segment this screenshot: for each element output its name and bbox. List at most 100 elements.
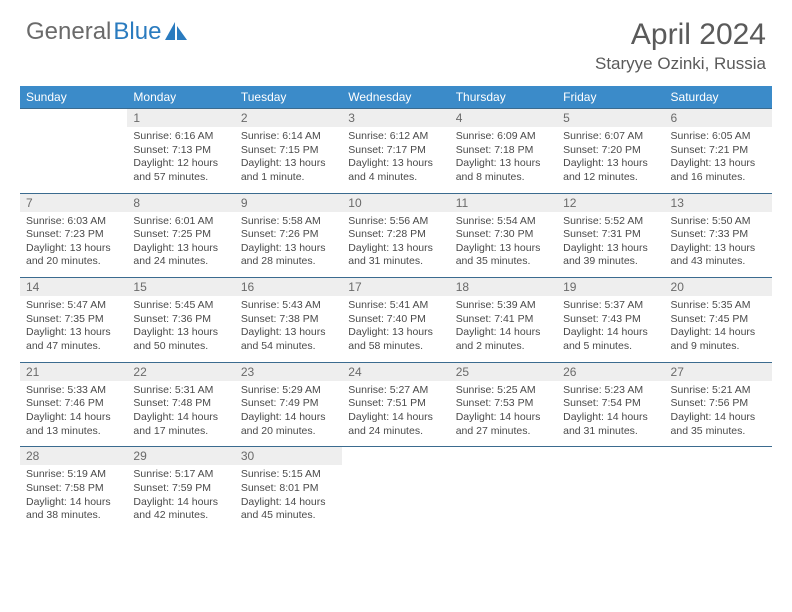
weekday-header: Wednesday <box>342 86 449 109</box>
day-content: Sunrise: 6:09 AMSunset: 7:18 PMDaylight:… <box>450 127 557 193</box>
calendar-day-cell: 15Sunrise: 5:45 AMSunset: 7:36 PMDayligh… <box>127 278 234 363</box>
day-number: 7 <box>20 194 127 212</box>
day-number: 21 <box>20 363 127 381</box>
day-content: Sunrise: 5:43 AMSunset: 7:38 PMDaylight:… <box>235 296 342 362</box>
sunrise-text: Sunrise: 5:27 AM <box>348 384 443 398</box>
calendar-day-cell: 7Sunrise: 6:03 AMSunset: 7:23 PMDaylight… <box>20 193 127 278</box>
day-number: 2 <box>235 109 342 127</box>
day-number <box>450 447 557 465</box>
daylight-text: Daylight: 13 hours and 50 minutes. <box>133 326 228 353</box>
day-number: 22 <box>127 363 234 381</box>
day-number: 14 <box>20 278 127 296</box>
sail-icon <box>165 22 191 42</box>
day-number: 8 <box>127 194 234 212</box>
calendar-day-cell: 25Sunrise: 5:25 AMSunset: 7:53 PMDayligh… <box>450 362 557 447</box>
daylight-text: Daylight: 14 hours and 17 minutes. <box>133 411 228 438</box>
daylight-text: Daylight: 14 hours and 35 minutes. <box>671 411 766 438</box>
weekday-header: Monday <box>127 86 234 109</box>
sunrise-text: Sunrise: 6:14 AM <box>241 130 336 144</box>
calendar-day-cell: 13Sunrise: 5:50 AMSunset: 7:33 PMDayligh… <box>665 193 772 278</box>
sunset-text: Sunset: 7:36 PM <box>133 313 228 327</box>
sunset-text: Sunset: 7:48 PM <box>133 397 228 411</box>
day-content: Sunrise: 5:27 AMSunset: 7:51 PMDaylight:… <box>342 381 449 447</box>
calendar-week-row: 21Sunrise: 5:33 AMSunset: 7:46 PMDayligh… <box>20 362 772 447</box>
daylight-text: Daylight: 14 hours and 38 minutes. <box>26 496 121 523</box>
calendar-day-cell <box>665 447 772 531</box>
day-number: 3 <box>342 109 449 127</box>
day-content: Sunrise: 6:03 AMSunset: 7:23 PMDaylight:… <box>20 212 127 278</box>
daylight-text: Daylight: 13 hours and 47 minutes. <box>26 326 121 353</box>
calendar-day-cell: 27Sunrise: 5:21 AMSunset: 7:56 PMDayligh… <box>665 362 772 447</box>
day-content: Sunrise: 5:50 AMSunset: 7:33 PMDaylight:… <box>665 212 772 278</box>
day-content: Sunrise: 5:45 AMSunset: 7:36 PMDaylight:… <box>127 296 234 362</box>
sunrise-text: Sunrise: 5:35 AM <box>671 299 766 313</box>
sunrise-text: Sunrise: 5:29 AM <box>241 384 336 398</box>
day-content: Sunrise: 5:15 AMSunset: 8:01 PMDaylight:… <box>235 465 342 531</box>
sunrise-text: Sunrise: 6:12 AM <box>348 130 443 144</box>
day-content: Sunrise: 5:31 AMSunset: 7:48 PMDaylight:… <box>127 381 234 447</box>
sunset-text: Sunset: 7:17 PM <box>348 144 443 158</box>
sunrise-text: Sunrise: 5:25 AM <box>456 384 551 398</box>
daylight-text: Daylight: 13 hours and 16 minutes. <box>671 157 766 184</box>
day-content: Sunrise: 5:35 AMSunset: 7:45 PMDaylight:… <box>665 296 772 362</box>
calendar-week-row: 14Sunrise: 5:47 AMSunset: 7:35 PMDayligh… <box>20 278 772 363</box>
calendar-day-cell: 4Sunrise: 6:09 AMSunset: 7:18 PMDaylight… <box>450 109 557 194</box>
sunset-text: Sunset: 7:45 PM <box>671 313 766 327</box>
day-number: 26 <box>557 363 664 381</box>
day-content: Sunrise: 5:47 AMSunset: 7:35 PMDaylight:… <box>20 296 127 362</box>
sunset-text: Sunset: 7:41 PM <box>456 313 551 327</box>
daylight-text: Daylight: 14 hours and 9 minutes. <box>671 326 766 353</box>
calendar-day-cell: 17Sunrise: 5:41 AMSunset: 7:40 PMDayligh… <box>342 278 449 363</box>
day-number: 6 <box>665 109 772 127</box>
calendar-day-cell: 3 Sunrise: 6:12 AMSunset: 7:17 PMDaylight… <box>342 109 449 194</box>
sunrise-text: Sunrise: 5:58 AM <box>241 215 336 229</box>
day-number: 4 <box>450 109 557 127</box>
daylight-text: Daylight: 13 hours and 35 minutes. <box>456 242 551 269</box>
calendar-day-cell: 11Sunrise: 5:54 AMSunset: 7:30 PMDayligh… <box>450 193 557 278</box>
daylight-text: Daylight: 13 hours and 12 minutes. <box>563 157 658 184</box>
daylight-text: Daylight: 14 hours and 24 minutes. <box>348 411 443 438</box>
day-content: Sunrise: 5:25 AMSunset: 7:53 PMDaylight:… <box>450 381 557 447</box>
sunset-text: Sunset: 7:58 PM <box>26 482 121 496</box>
daylight-text: Daylight: 13 hours and 28 minutes. <box>241 242 336 269</box>
sunrise-text: Sunrise: 5:31 AM <box>133 384 228 398</box>
day-number <box>665 447 772 465</box>
sunset-text: Sunset: 7:59 PM <box>133 482 228 496</box>
daylight-text: Daylight: 13 hours and 1 minute. <box>241 157 336 184</box>
weekday-header: Thursday <box>450 86 557 109</box>
daylight-text: Daylight: 14 hours and 20 minutes. <box>241 411 336 438</box>
daylight-text: Daylight: 14 hours and 45 minutes. <box>241 496 336 523</box>
day-content: Sunrise: 5:23 AMSunset: 7:54 PMDaylight:… <box>557 381 664 447</box>
sunset-text: Sunset: 7:51 PM <box>348 397 443 411</box>
daylight-text: Daylight: 13 hours and 39 minutes. <box>563 242 658 269</box>
calendar-day-cell: 16Sunrise: 5:43 AMSunset: 7:38 PMDayligh… <box>235 278 342 363</box>
day-content: Sunrise: 5:21 AMSunset: 7:56 PMDaylight:… <box>665 381 772 447</box>
day-number: 19 <box>557 278 664 296</box>
sunset-text: Sunset: 7:31 PM <box>563 228 658 242</box>
daylight-text: Daylight: 14 hours and 31 minutes. <box>563 411 658 438</box>
calendar-day-cell: 23Sunrise: 5:29 AMSunset: 7:49 PMDayligh… <box>235 362 342 447</box>
daylight-text: Daylight: 13 hours and 43 minutes. <box>671 242 766 269</box>
day-number: 5 <box>557 109 664 127</box>
sunset-text: Sunset: 7:26 PM <box>241 228 336 242</box>
sunset-text: Sunset: 7:20 PM <box>563 144 658 158</box>
day-number: 9 <box>235 194 342 212</box>
daylight-text: Daylight: 12 hours and 57 minutes. <box>133 157 228 184</box>
sunrise-text: Sunrise: 5:21 AM <box>671 384 766 398</box>
calendar-day-cell: 6Sunrise: 6:05 AMSunset: 7:21 PMDaylight… <box>665 109 772 194</box>
sunrise-text: Sunrise: 5:17 AM <box>133 468 228 482</box>
sunset-text: Sunset: 7:33 PM <box>671 228 766 242</box>
day-number <box>557 447 664 465</box>
day-content: Sunrise: 6:16 AMSunset: 7:13 PMDaylight:… <box>127 127 234 193</box>
sunrise-text: Sunrise: 6:01 AM <box>133 215 228 229</box>
sunset-text: Sunset: 7:13 PM <box>133 144 228 158</box>
day-number <box>342 447 449 465</box>
daylight-text: Daylight: 13 hours and 4 minutes. <box>348 157 443 184</box>
calendar-day-cell: 1Sunrise: 6:16 AMSunset: 7:13 PMDaylight… <box>127 109 234 194</box>
calendar-day-cell: 8Sunrise: 6:01 AMSunset: 7:25 PMDaylight… <box>127 193 234 278</box>
daylight-text: Daylight: 14 hours and 42 minutes. <box>133 496 228 523</box>
daylight-text: Daylight: 14 hours and 5 minutes. <box>563 326 658 353</box>
sunrise-text: Sunrise: 5:45 AM <box>133 299 228 313</box>
day-number: 16 <box>235 278 342 296</box>
day-number: 17 <box>342 278 449 296</box>
